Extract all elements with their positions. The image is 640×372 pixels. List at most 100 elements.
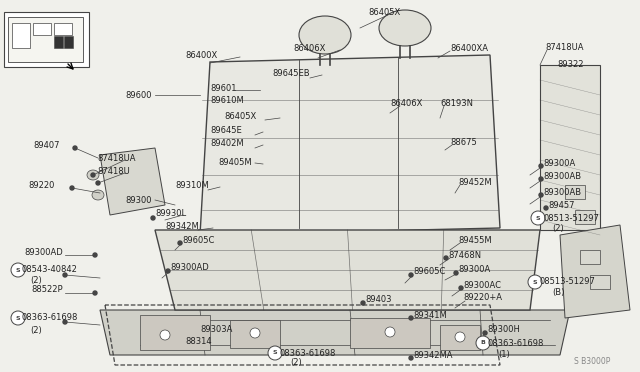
Text: S: S [536, 215, 540, 221]
Text: 89300AD: 89300AD [170, 263, 209, 273]
Text: S B3000P: S B3000P [573, 357, 610, 366]
Text: 89300AB: 89300AB [543, 171, 581, 180]
Ellipse shape [459, 286, 463, 290]
Text: S: S [273, 350, 277, 356]
Text: 08363-61698: 08363-61698 [280, 349, 337, 357]
Bar [54, 36, 63, 48]
Polygon shape [540, 65, 600, 230]
Polygon shape [200, 55, 500, 235]
Text: 89300A: 89300A [543, 158, 575, 167]
Ellipse shape [250, 328, 260, 338]
Bar [565, 185, 585, 199]
Bar [140, 315, 210, 350]
Ellipse shape [544, 206, 548, 210]
Bar [4, 12, 89, 67]
Text: 89341M: 89341M [413, 311, 447, 320]
Ellipse shape [454, 271, 458, 275]
Text: 86405X: 86405X [224, 112, 256, 121]
Text: 08513-51297: 08513-51297 [540, 278, 596, 286]
Text: 87418U: 87418U [97, 167, 130, 176]
Ellipse shape [93, 291, 97, 295]
Text: 89300AC: 89300AC [463, 280, 501, 289]
Ellipse shape [483, 331, 487, 335]
Text: 89310M: 89310M [175, 180, 209, 189]
Ellipse shape [539, 193, 543, 197]
Ellipse shape [476, 336, 490, 350]
Ellipse shape [409, 273, 413, 277]
Text: 89300AB: 89300AB [543, 187, 581, 196]
Ellipse shape [151, 216, 155, 220]
Text: 89405M: 89405M [218, 157, 252, 167]
Text: (B): (B) [552, 289, 564, 298]
Bar [350, 318, 430, 348]
Ellipse shape [455, 332, 465, 342]
Ellipse shape [385, 327, 395, 337]
Ellipse shape [528, 275, 542, 289]
Text: 89402M: 89402M [210, 138, 244, 148]
Ellipse shape [93, 253, 97, 257]
Ellipse shape [361, 301, 365, 305]
Text: 89342MA: 89342MA [413, 352, 452, 360]
Text: S: S [16, 267, 20, 273]
Ellipse shape [531, 211, 545, 225]
Text: 08513-51297: 08513-51297 [543, 214, 599, 222]
Text: 87418UA: 87418UA [545, 42, 584, 51]
Ellipse shape [409, 316, 413, 320]
Ellipse shape [73, 146, 77, 150]
Bar [33, 23, 51, 35]
Text: 89610M: 89610M [210, 96, 244, 105]
Text: 89322: 89322 [557, 60, 584, 68]
Text: 89303A: 89303A [200, 326, 232, 334]
Text: 86406X: 86406X [293, 44, 325, 52]
Ellipse shape [11, 311, 25, 325]
Text: 89300: 89300 [125, 196, 152, 205]
Bar [64, 36, 73, 48]
Text: 89645E: 89645E [210, 125, 242, 135]
Text: 89605C: 89605C [413, 267, 445, 276]
Polygon shape [560, 225, 630, 318]
Text: 89930L: 89930L [155, 208, 186, 218]
Text: 89407: 89407 [33, 141, 60, 150]
Ellipse shape [63, 320, 67, 324]
Text: (2): (2) [290, 359, 301, 368]
Ellipse shape [299, 16, 351, 54]
Bar [590, 275, 610, 289]
Text: 87418UA: 87418UA [97, 154, 136, 163]
Text: (2): (2) [30, 276, 42, 285]
Text: 08543-40842: 08543-40842 [22, 266, 78, 275]
Ellipse shape [63, 273, 67, 277]
Text: S: S [16, 315, 20, 321]
Text: B: B [481, 340, 485, 346]
Text: 68193N: 68193N [440, 99, 473, 108]
Ellipse shape [379, 10, 431, 46]
Ellipse shape [409, 356, 413, 360]
Text: 89645EB: 89645EB [272, 68, 310, 77]
Ellipse shape [166, 269, 170, 273]
Ellipse shape [96, 181, 100, 185]
Ellipse shape [160, 330, 170, 340]
Text: 89605C: 89605C [182, 235, 214, 244]
Bar [575, 210, 595, 224]
Ellipse shape [91, 173, 95, 177]
Text: (2): (2) [552, 224, 564, 232]
Bar [230, 320, 280, 348]
Ellipse shape [11, 263, 25, 277]
Text: 89403: 89403 [365, 295, 392, 305]
Bar [54, 23, 72, 35]
Bar [12, 23, 30, 48]
Text: 88675: 88675 [450, 138, 477, 147]
Text: 89455M: 89455M [458, 235, 492, 244]
Text: 89220: 89220 [28, 180, 54, 189]
Ellipse shape [539, 177, 543, 181]
Text: 89220+A: 89220+A [463, 294, 502, 302]
Text: 08363-61698: 08363-61698 [487, 339, 543, 347]
Text: (2): (2) [30, 326, 42, 334]
Bar [8, 17, 83, 62]
Text: 89452M: 89452M [458, 177, 492, 186]
Text: 89300H: 89300H [487, 326, 520, 334]
Ellipse shape [87, 170, 99, 180]
Ellipse shape [178, 241, 182, 245]
Bar [440, 325, 480, 350]
Text: S: S [532, 279, 538, 285]
Text: 86405X: 86405X [368, 7, 400, 16]
